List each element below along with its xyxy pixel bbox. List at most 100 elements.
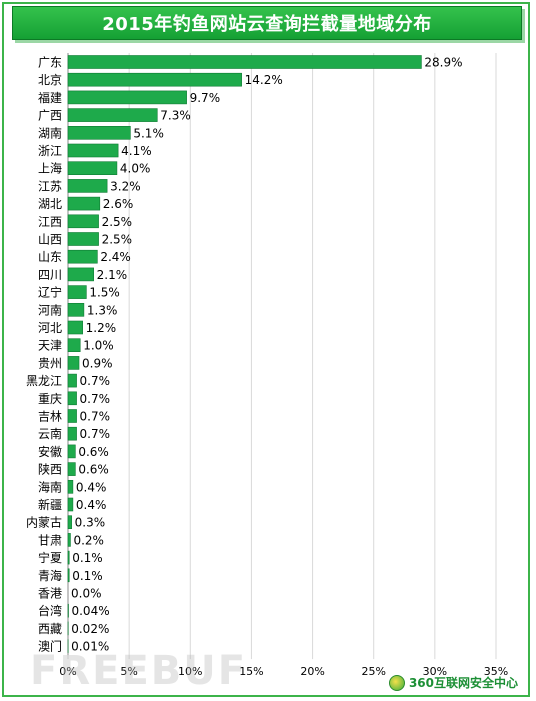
bar (67, 462, 76, 476)
bar (67, 497, 74, 512)
bar (67, 143, 119, 158)
category-label: 安徽 (38, 444, 62, 459)
category-label: 陕西 (38, 462, 62, 477)
category-label: 广东 (38, 56, 62, 70)
data-label: 2.4% (100, 250, 131, 264)
bar (67, 55, 422, 69)
category-label: 辽宁 (38, 285, 62, 300)
data-label: 0.9% (82, 356, 113, 370)
data-label: 1.3% (87, 303, 118, 317)
category-label: 贵州 (38, 356, 62, 370)
category-label: 吉林 (38, 410, 62, 424)
category-label: 四川 (38, 268, 62, 282)
bar (67, 391, 77, 406)
bar (67, 214, 99, 229)
category-label: 河北 (38, 321, 62, 335)
data-label: 0.01% (71, 640, 109, 654)
bar (67, 533, 71, 547)
bar (67, 409, 77, 423)
category-label: 山东 (38, 250, 62, 264)
category-label: 上海 (38, 161, 62, 176)
category-label: 广西 (38, 109, 62, 123)
category-label: 西藏 (38, 622, 62, 636)
category-label: 新疆 (38, 497, 62, 512)
category-label: 重庆 (38, 392, 62, 406)
data-label: 0.1% (72, 551, 103, 565)
data-label: 7.3% (160, 109, 191, 123)
bar (67, 550, 70, 565)
data-label: 0.4% (76, 498, 107, 512)
category-label: 澳门 (38, 639, 62, 654)
category-label: 河南 (38, 302, 62, 317)
data-label: 9.7% (190, 91, 221, 105)
category-label: 江西 (38, 215, 62, 229)
bar (67, 515, 72, 530)
bar (67, 426, 77, 441)
bar (67, 302, 85, 317)
title-bar: 2015年钓鱼网站云查询拦截量地域分布 (12, 6, 522, 40)
bar (67, 568, 70, 583)
category-label: 黑龙江 (26, 374, 62, 388)
category-label: 甘肃 (38, 533, 62, 547)
category-label: 青海 (38, 568, 62, 583)
brand-text: 360互联网安全中心 (408, 676, 518, 690)
brand-icon (388, 674, 405, 691)
data-label: 0.4% (76, 480, 107, 494)
data-label: 0.6% (78, 445, 109, 459)
bar (67, 126, 131, 140)
category-label: 海南 (38, 479, 62, 494)
data-label: 0.02% (71, 622, 109, 636)
data-label: 2.6% (103, 197, 133, 211)
category-label: 浙江 (38, 144, 62, 158)
x-tick-label: 20% (300, 665, 324, 678)
bar (67, 444, 76, 459)
bar (67, 267, 94, 282)
bar (67, 373, 77, 388)
x-tick-label: 30% (423, 665, 447, 678)
category-label: 天津 (38, 339, 62, 353)
bar (67, 90, 187, 105)
data-label: 0.1% (72, 569, 103, 583)
x-tick-label: 0% (59, 665, 76, 678)
category-label: 宁夏 (38, 550, 62, 565)
data-label: 0.7% (80, 410, 111, 424)
data-label: 28.9% (424, 56, 462, 70)
data-label: 4.1% (121, 144, 152, 158)
category-label: 福建 (38, 90, 62, 105)
data-label: 4.0% (120, 162, 150, 176)
category-label: 湖南 (38, 125, 62, 140)
data-label: 0.0% (71, 587, 102, 601)
x-tick-label: 15% (239, 665, 263, 678)
data-label: 0.3% (75, 516, 106, 530)
category-label: 香港 (38, 587, 62, 601)
data-label: 1.0% (83, 339, 114, 353)
x-tick-label: 25% (361, 665, 385, 678)
data-label: 2.5% (102, 233, 133, 247)
category-label: 湖北 (38, 196, 62, 211)
x-tick-label: 5% (120, 665, 137, 678)
category-label: 云南 (38, 426, 62, 441)
bar (67, 356, 80, 370)
data-label: 14.2% (245, 73, 283, 87)
data-label: 0.6% (78, 463, 109, 477)
bar (67, 161, 118, 175)
category-label: 内蒙古 (26, 515, 62, 530)
bar (67, 338, 81, 353)
data-label: 1.5% (89, 286, 120, 300)
data-label: 0.04% (71, 604, 109, 618)
category-label: 山西 (38, 233, 62, 247)
data-label: 2.5% (102, 215, 133, 229)
brand-logo: 360互联网安全中心 (388, 674, 518, 691)
chart-title: 2015年钓鱼网站云查询拦截量地域分布 (102, 14, 432, 35)
data-label: 0.7% (80, 427, 111, 441)
bar (67, 479, 74, 494)
data-label: 0.7% (80, 392, 111, 406)
x-tick-label: 35% (484, 665, 508, 678)
data-label: 0.7% (80, 374, 111, 388)
bar (67, 249, 98, 264)
category-label: 江苏 (38, 179, 62, 193)
data-label: 5.1% (133, 126, 164, 140)
data-label: 0.2% (73, 533, 104, 547)
x-tick-label: 10% (178, 665, 202, 678)
watermark: FREEBUF (30, 648, 248, 694)
